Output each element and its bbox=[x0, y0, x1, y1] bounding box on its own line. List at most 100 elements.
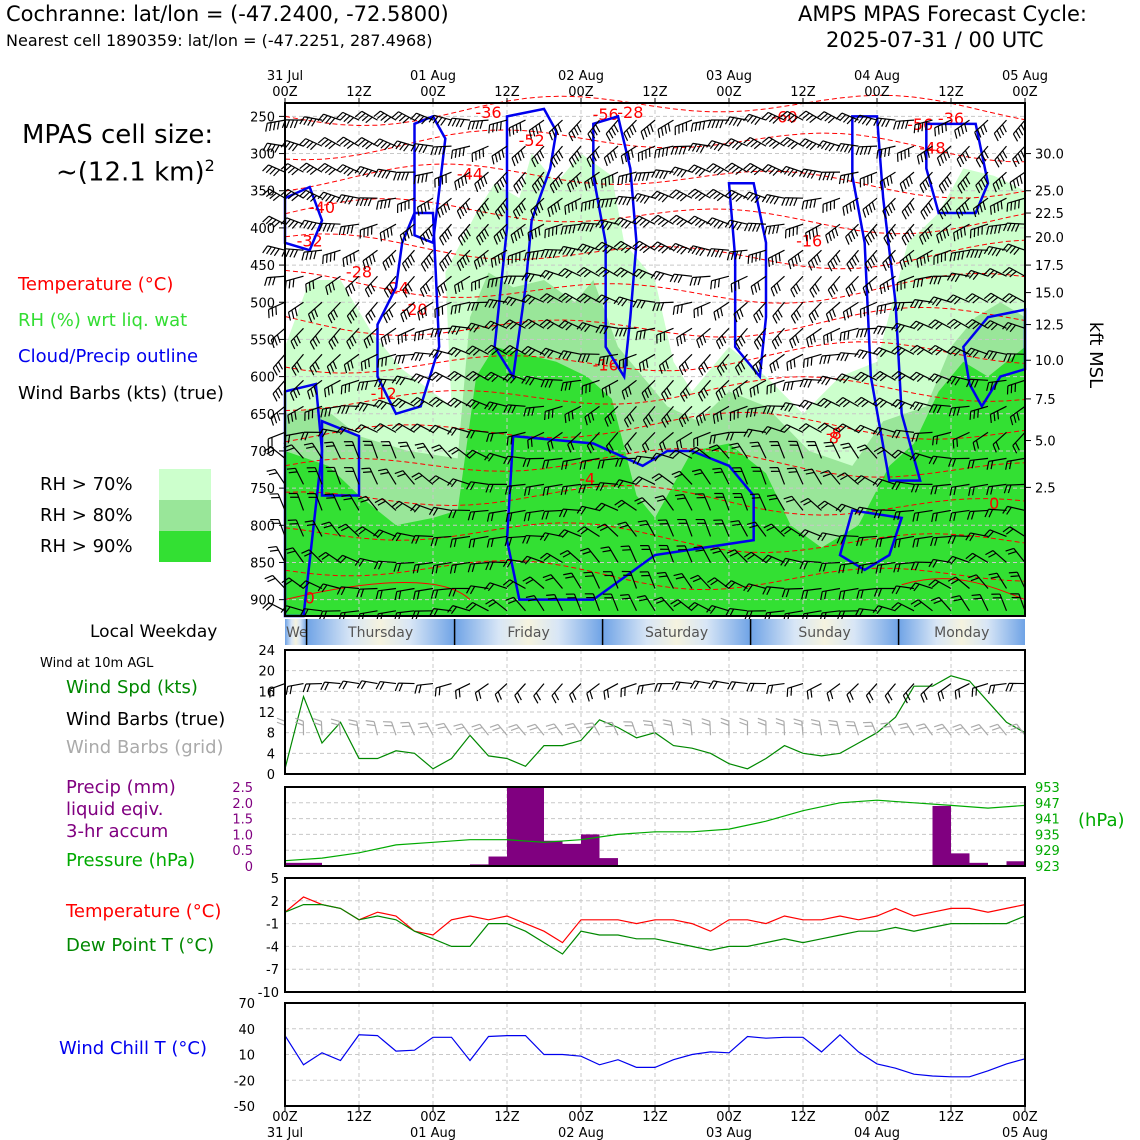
barb-feather bbox=[450, 305, 454, 315]
barb-feather bbox=[953, 252, 957, 261]
wind-barb bbox=[522, 457, 545, 468]
barb-staff bbox=[452, 561, 471, 566]
wind-barb bbox=[600, 546, 619, 563]
precip-label-line1: Precip (mm) bbox=[66, 777, 176, 798]
barb-feather bbox=[390, 227, 393, 236]
barb-feather bbox=[509, 323, 518, 330]
barb-feather bbox=[525, 595, 535, 599]
barb-feather bbox=[669, 449, 677, 457]
barb-feather bbox=[753, 284, 758, 293]
barb-staff bbox=[415, 351, 434, 355]
wind-barb bbox=[541, 509, 563, 520]
barb-feather bbox=[559, 549, 568, 555]
barb-feather bbox=[384, 724, 393, 727]
wind-barb bbox=[913, 119, 933, 134]
location-title: Cochranne: lat/lon = (-47.2400, -72.5800… bbox=[6, 2, 449, 26]
barb-staff bbox=[621, 499, 637, 511]
barb-feather bbox=[694, 192, 703, 200]
barb-feather bbox=[890, 202, 896, 211]
barb-feather bbox=[641, 445, 647, 454]
barb-feather bbox=[539, 293, 548, 300]
barb-feather bbox=[748, 223, 753, 232]
wind-barb bbox=[450, 301, 471, 315]
barb-feather bbox=[527, 440, 530, 449]
barb-staff bbox=[711, 140, 730, 147]
barb-feather bbox=[593, 175, 598, 184]
barb-feather bbox=[1003, 484, 1008, 494]
barb-feather bbox=[891, 370, 899, 378]
barb-feather bbox=[273, 687, 275, 697]
barb-staff bbox=[842, 423, 859, 433]
barb-feather bbox=[776, 224, 780, 234]
barb-feather bbox=[333, 251, 336, 261]
barb-feather bbox=[897, 563, 901, 573]
barb-staff bbox=[547, 197, 563, 210]
barb-staff bbox=[951, 405, 970, 409]
barb-feather bbox=[385, 312, 391, 321]
barb-feather bbox=[659, 333, 662, 343]
barb-feather bbox=[383, 289, 390, 298]
wind-barb bbox=[584, 593, 601, 612]
barb-staff bbox=[656, 190, 674, 199]
barb-feather bbox=[876, 372, 884, 380]
barb-staff bbox=[902, 683, 915, 696]
barb-staff bbox=[470, 535, 489, 541]
barb-feather bbox=[701, 722, 711, 726]
barb-staff bbox=[489, 401, 508, 407]
barb-feather bbox=[363, 340, 368, 349]
barb-feather bbox=[450, 150, 454, 159]
barb-feather bbox=[988, 509, 994, 518]
barb-feather bbox=[471, 723, 480, 728]
barb-staff bbox=[307, 379, 323, 392]
barb-feather bbox=[587, 179, 591, 189]
barb-feather bbox=[530, 438, 533, 447]
barb-feather bbox=[840, 143, 846, 152]
barb-feather bbox=[423, 307, 427, 317]
barb-staff bbox=[608, 546, 619, 563]
wind-barb-true bbox=[533, 683, 545, 704]
wind-barb bbox=[373, 138, 397, 151]
barb-feather bbox=[597, 460, 601, 469]
wind-barb bbox=[383, 275, 397, 298]
barb-feather bbox=[421, 174, 424, 183]
barb-staff bbox=[689, 721, 693, 736]
barb-feather bbox=[365, 116, 373, 124]
barb-feather bbox=[380, 338, 384, 347]
wind-barb bbox=[620, 145, 637, 165]
barb-feather bbox=[490, 433, 494, 442]
barb-feather bbox=[678, 125, 680, 134]
barb-feather bbox=[286, 550, 296, 554]
wind-barb bbox=[835, 503, 859, 513]
wind-barb bbox=[437, 275, 452, 296]
barb-feather bbox=[276, 412, 281, 421]
barb-staff bbox=[969, 378, 989, 381]
wind-barb bbox=[780, 137, 804, 150]
barb-feather bbox=[492, 727, 501, 731]
barb-feather bbox=[731, 166, 740, 174]
barb-feather bbox=[589, 383, 591, 393]
isotherm-label-11: -20 bbox=[401, 300, 427, 319]
barb-staff bbox=[804, 138, 822, 147]
wind-barb bbox=[986, 483, 1007, 496]
barb-feather bbox=[872, 370, 881, 378]
barb-feather bbox=[475, 120, 480, 130]
barb-staff bbox=[546, 552, 563, 563]
barb-feather bbox=[302, 164, 311, 172]
barb-staff bbox=[758, 493, 767, 511]
barb-feather bbox=[842, 115, 850, 123]
wind-barb bbox=[989, 197, 1007, 215]
barb-staff bbox=[896, 535, 915, 541]
barb-staff bbox=[859, 535, 878, 539]
barb-feather bbox=[491, 155, 495, 165]
barb-feather bbox=[792, 227, 795, 236]
barb-feather bbox=[735, 143, 743, 151]
barb-feather bbox=[605, 445, 612, 454]
barb-staff bbox=[533, 595, 545, 612]
wind-barb bbox=[928, 319, 952, 330]
barb-feather bbox=[700, 364, 706, 373]
barb-feather bbox=[887, 257, 893, 266]
barb-feather bbox=[397, 204, 399, 214]
barb-feather bbox=[820, 399, 828, 407]
barb-feather bbox=[940, 690, 945, 700]
